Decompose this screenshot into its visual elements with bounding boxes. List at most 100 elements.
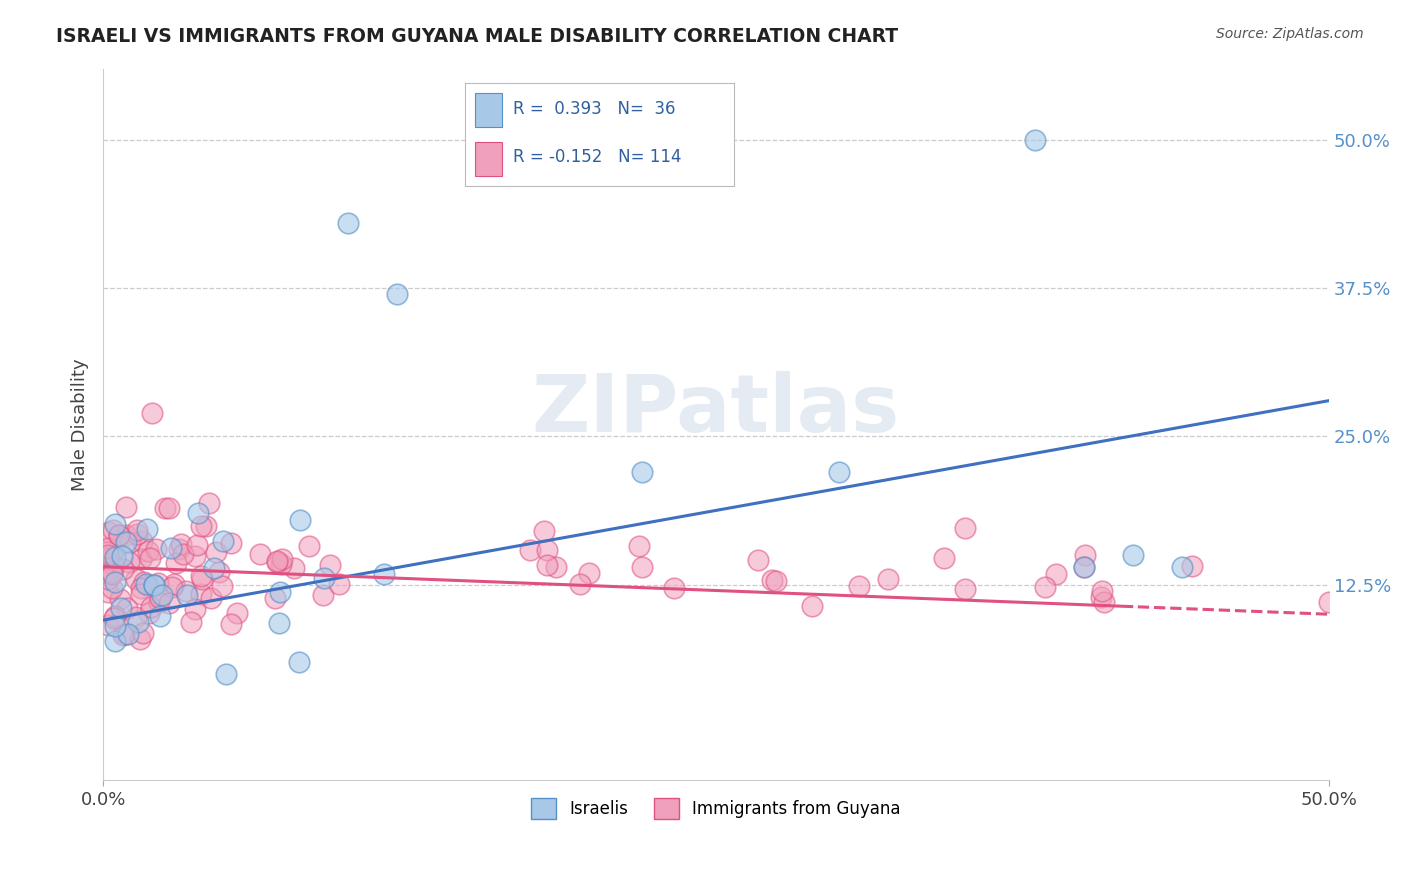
Point (157, 596, 180, 610)
Point (104, 619, 127, 633)
Point (101, 566, 124, 581)
Point (160, 581, 183, 595)
Point (288, 513, 311, 527)
Point (104, 549, 127, 564)
Point (533, 524, 555, 538)
Point (135, 577, 157, 591)
Point (97, 545, 120, 559)
Point (159, 541, 181, 555)
Point (97, 585, 120, 599)
Point (536, 558, 558, 572)
Point (148, 595, 170, 609)
Point (1181, 559, 1204, 574)
Point (127, 615, 149, 629)
Point (108, 592, 131, 607)
Point (219, 616, 242, 631)
Point (145, 542, 167, 557)
Point (546, 560, 568, 574)
Point (157, 501, 180, 516)
Point (101, 523, 124, 537)
Point (131, 626, 153, 640)
Point (100, 566, 122, 580)
Point (266, 554, 288, 568)
Point (98, 524, 121, 539)
Point (269, 616, 291, 631)
Point (141, 405, 163, 419)
Point (139, 600, 162, 615)
Point (114, 528, 136, 542)
Point (765, 574, 787, 588)
Y-axis label: Male Disability: Male Disability (72, 358, 89, 491)
Point (187, 506, 209, 520)
Point (186, 539, 208, 553)
Point (932, 551, 955, 566)
Point (146, 576, 169, 591)
Point (519, 542, 541, 557)
Point (107, 528, 129, 542)
Point (312, 571, 335, 585)
Point (129, 581, 152, 595)
Point (150, 588, 173, 602)
Point (103, 559, 125, 574)
Point (249, 547, 271, 561)
Point (1091, 583, 1114, 598)
Text: Source: ZipAtlas.com: Source: ZipAtlas.com (1216, 27, 1364, 41)
Point (129, 587, 152, 601)
Point (101, 581, 124, 595)
Point (211, 579, 233, 593)
Point (1170, 559, 1192, 574)
Point (578, 566, 600, 580)
Point (184, 602, 207, 616)
Point (761, 573, 783, 587)
Point (221, 536, 243, 550)
Point (167, 541, 190, 556)
Point (569, 577, 592, 591)
Point (127, 527, 149, 541)
Point (1033, 580, 1056, 594)
Point (138, 544, 160, 558)
Point (194, 519, 217, 533)
Point (117, 627, 139, 641)
Point (190, 569, 212, 583)
Point (149, 608, 172, 623)
Point (172, 548, 194, 562)
Point (103, 611, 125, 625)
Point (97, 572, 120, 586)
Point (153, 501, 176, 516)
Point (827, 465, 849, 479)
Point (536, 543, 558, 558)
Point (103, 609, 125, 624)
Point (131, 534, 153, 549)
Point (1092, 594, 1115, 608)
Point (104, 633, 127, 648)
Point (1073, 559, 1095, 574)
Point (1045, 566, 1067, 581)
Point (270, 558, 292, 572)
Point (104, 575, 127, 590)
Point (328, 576, 350, 591)
Point (200, 591, 222, 606)
Point (115, 600, 138, 615)
Point (108, 528, 131, 542)
Point (183, 549, 205, 563)
Point (208, 565, 231, 579)
Point (118, 555, 141, 569)
Point (801, 599, 824, 614)
Point (1024, 133, 1046, 147)
Point (747, 553, 769, 567)
Point (953, 582, 976, 596)
Point (664, 582, 686, 596)
Point (111, 561, 134, 575)
Point (97, 551, 120, 566)
Point (165, 556, 187, 570)
Point (125, 573, 148, 587)
Point (197, 496, 219, 510)
Point (136, 522, 159, 536)
Point (125, 523, 148, 537)
Point (97, 617, 120, 632)
Point (139, 551, 162, 566)
Point (174, 584, 197, 599)
Point (149, 591, 172, 605)
Point (876, 572, 898, 586)
Point (1090, 590, 1112, 604)
